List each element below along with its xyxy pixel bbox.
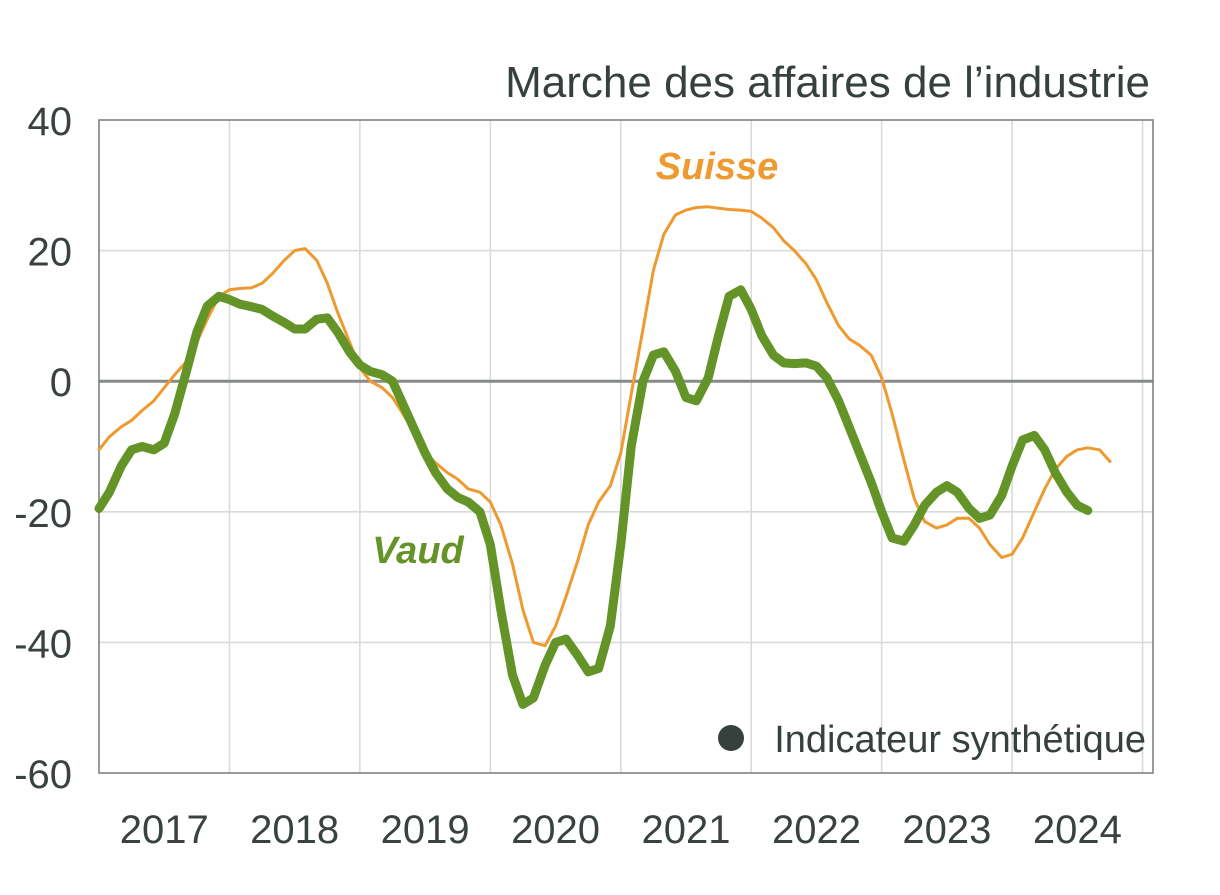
series-lines bbox=[94, 205, 1112, 709]
y-tick-label: -60 bbox=[14, 753, 72, 797]
legend: Indicateur synthétique bbox=[718, 719, 1146, 761]
series-line-suisse bbox=[97, 205, 1112, 648]
x-tick-label: 2019 bbox=[381, 808, 470, 852]
y-tick-label: -40 bbox=[14, 622, 72, 666]
legend-dot-icon bbox=[718, 725, 744, 751]
y-tick-label: -20 bbox=[14, 492, 72, 536]
series-label-vaud: Vaud bbox=[372, 530, 464, 572]
x-tick-label: 2021 bbox=[642, 808, 731, 852]
x-tick-label: 2022 bbox=[772, 808, 861, 852]
y-tick-label: 0 bbox=[50, 361, 72, 405]
y-tick-label: 40 bbox=[28, 100, 73, 144]
series-label-suisse: Suisse bbox=[656, 146, 779, 188]
x-tick-label: 2020 bbox=[511, 808, 600, 852]
plot-frame bbox=[98, 119, 1154, 774]
y-axis-ticks: 40 20 0 -20 -40 -60 bbox=[14, 100, 72, 797]
x-tick-label: 2017 bbox=[120, 808, 209, 852]
grid bbox=[99, 120, 1153, 773]
series-line-vaud bbox=[94, 285, 1093, 709]
legend-label: Indicateur synthétique bbox=[774, 719, 1146, 761]
x-tick-label: 2018 bbox=[250, 808, 339, 852]
chart-title: Marche des affaires de l’industrie bbox=[505, 58, 1150, 107]
y-tick-label: 20 bbox=[28, 231, 73, 275]
series-labels: Suisse Vaud bbox=[372, 146, 778, 572]
x-tick-label: 2023 bbox=[902, 808, 991, 852]
x-axis-ticks: 2017 2018 2019 2020 2021 2022 2023 2024 bbox=[120, 808, 1122, 852]
x-tick-label: 2024 bbox=[1033, 808, 1122, 852]
